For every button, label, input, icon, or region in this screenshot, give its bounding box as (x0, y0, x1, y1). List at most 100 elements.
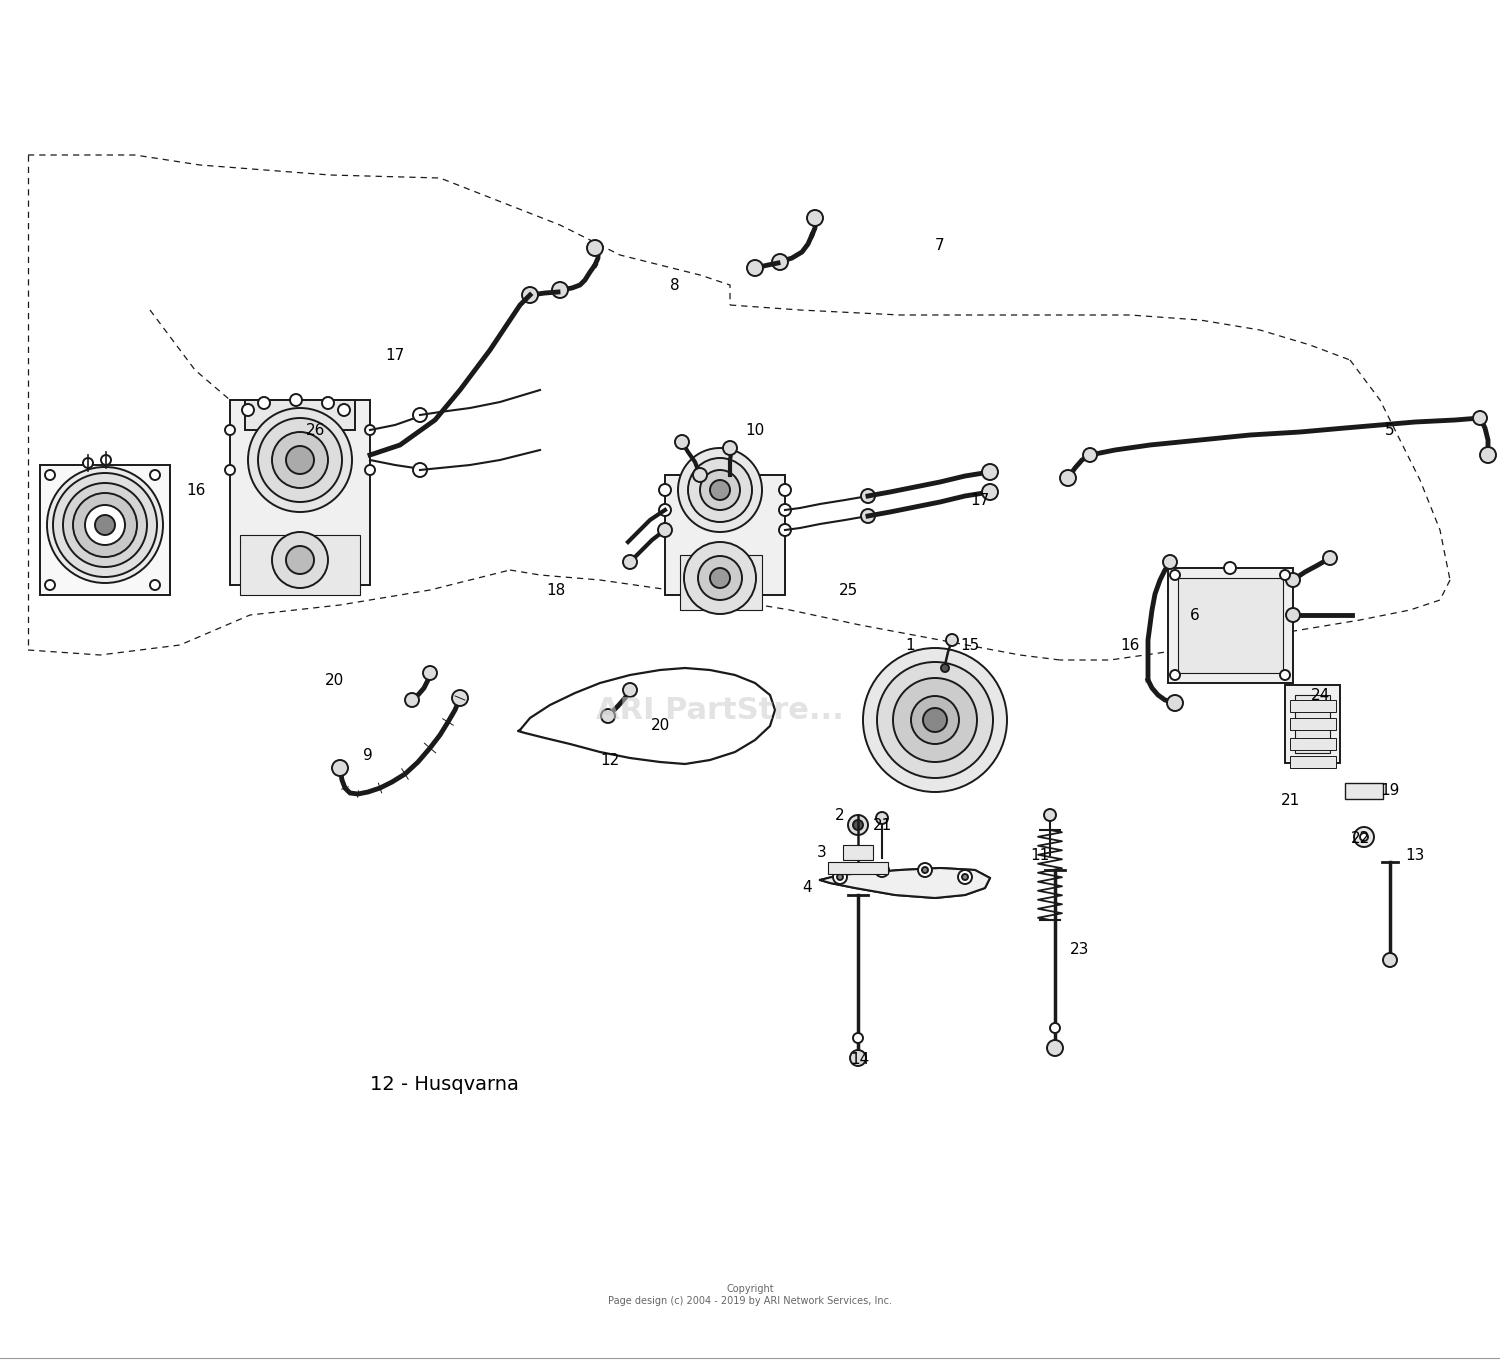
Text: 17: 17 (386, 348, 405, 363)
Circle shape (242, 404, 254, 416)
Text: 1: 1 (904, 637, 915, 652)
Circle shape (693, 469, 706, 482)
Bar (244, 400, 356, 430)
Circle shape (946, 634, 958, 647)
Circle shape (332, 760, 348, 775)
Circle shape (675, 436, 688, 449)
Circle shape (405, 693, 418, 707)
Circle shape (1280, 570, 1290, 580)
Polygon shape (821, 869, 990, 897)
Circle shape (286, 547, 314, 574)
Circle shape (1354, 827, 1374, 847)
Circle shape (982, 464, 998, 479)
Circle shape (53, 473, 158, 577)
Circle shape (910, 696, 958, 744)
Circle shape (862, 648, 1006, 792)
Circle shape (807, 210, 824, 226)
Text: 10: 10 (746, 422, 765, 437)
Circle shape (94, 515, 116, 536)
Circle shape (1044, 810, 1056, 821)
Circle shape (874, 863, 890, 877)
Circle shape (778, 523, 790, 536)
Bar (1286, 685, 1340, 763)
Text: 21: 21 (873, 818, 891, 833)
Text: 14: 14 (850, 1052, 870, 1067)
Text: Copyright
Page design (c) 2004 - 2019 by ARI Network Services, Inc.: Copyright Page design (c) 2004 - 2019 by… (608, 1284, 892, 1306)
Circle shape (747, 260, 764, 275)
Bar (1290, 700, 1336, 712)
Circle shape (922, 708, 946, 732)
Bar (680, 555, 762, 610)
Bar (1290, 718, 1336, 730)
Circle shape (1323, 551, 1336, 564)
Text: 6: 6 (1190, 607, 1200, 622)
Text: 18: 18 (546, 582, 566, 597)
Text: 15: 15 (960, 637, 980, 652)
Circle shape (847, 815, 868, 834)
Circle shape (688, 458, 752, 522)
Bar (1178, 578, 1282, 673)
Circle shape (1473, 411, 1486, 425)
Text: 5: 5 (1384, 422, 1395, 437)
Circle shape (74, 493, 136, 558)
Bar (1290, 738, 1336, 749)
Circle shape (522, 286, 538, 303)
Text: 26: 26 (306, 422, 326, 437)
Circle shape (710, 479, 730, 500)
Text: 3: 3 (818, 844, 827, 859)
Circle shape (879, 867, 885, 873)
Text: 13: 13 (1406, 848, 1425, 863)
Text: 2: 2 (836, 807, 844, 822)
Text: 9: 9 (363, 748, 374, 763)
Text: 16: 16 (1120, 637, 1140, 652)
Text: 7: 7 (934, 237, 945, 252)
Circle shape (1224, 562, 1236, 574)
Circle shape (272, 432, 328, 488)
Text: 19: 19 (1380, 782, 1400, 797)
Text: 4: 4 (802, 881, 812, 896)
Circle shape (423, 666, 436, 680)
Bar (1168, 569, 1293, 684)
Circle shape (1280, 670, 1290, 680)
Bar (1290, 756, 1336, 769)
Bar (40, 464, 170, 595)
Circle shape (1162, 555, 1178, 569)
Circle shape (710, 569, 730, 588)
Text: 16: 16 (186, 482, 206, 497)
Circle shape (1480, 447, 1496, 463)
Circle shape (658, 523, 672, 537)
Circle shape (698, 556, 742, 600)
Text: 11: 11 (1030, 848, 1050, 863)
Circle shape (45, 470, 56, 479)
Circle shape (861, 510, 874, 523)
Circle shape (723, 441, 736, 455)
Circle shape (778, 484, 790, 496)
Circle shape (286, 447, 314, 474)
Circle shape (700, 470, 740, 510)
Circle shape (225, 425, 236, 436)
Circle shape (1360, 833, 1368, 841)
Circle shape (452, 690, 468, 706)
Circle shape (958, 870, 972, 884)
Text: 24: 24 (1311, 688, 1329, 703)
Bar (1294, 695, 1330, 754)
Circle shape (892, 678, 977, 762)
Circle shape (1286, 608, 1300, 622)
Circle shape (861, 489, 874, 503)
Circle shape (853, 821, 862, 830)
Circle shape (962, 874, 968, 880)
Circle shape (1170, 670, 1180, 680)
Text: 23: 23 (1071, 943, 1089, 958)
Text: 22: 22 (1350, 830, 1370, 845)
Circle shape (100, 455, 111, 464)
Circle shape (658, 523, 670, 536)
Text: 21: 21 (1281, 792, 1299, 807)
Circle shape (833, 870, 848, 884)
Circle shape (678, 448, 762, 532)
Text: 12 - Husqvarna: 12 - Husqvarna (370, 1075, 519, 1095)
Circle shape (658, 504, 670, 516)
Bar (230, 400, 370, 585)
Bar (664, 475, 784, 595)
Circle shape (622, 555, 638, 569)
Circle shape (684, 543, 756, 614)
